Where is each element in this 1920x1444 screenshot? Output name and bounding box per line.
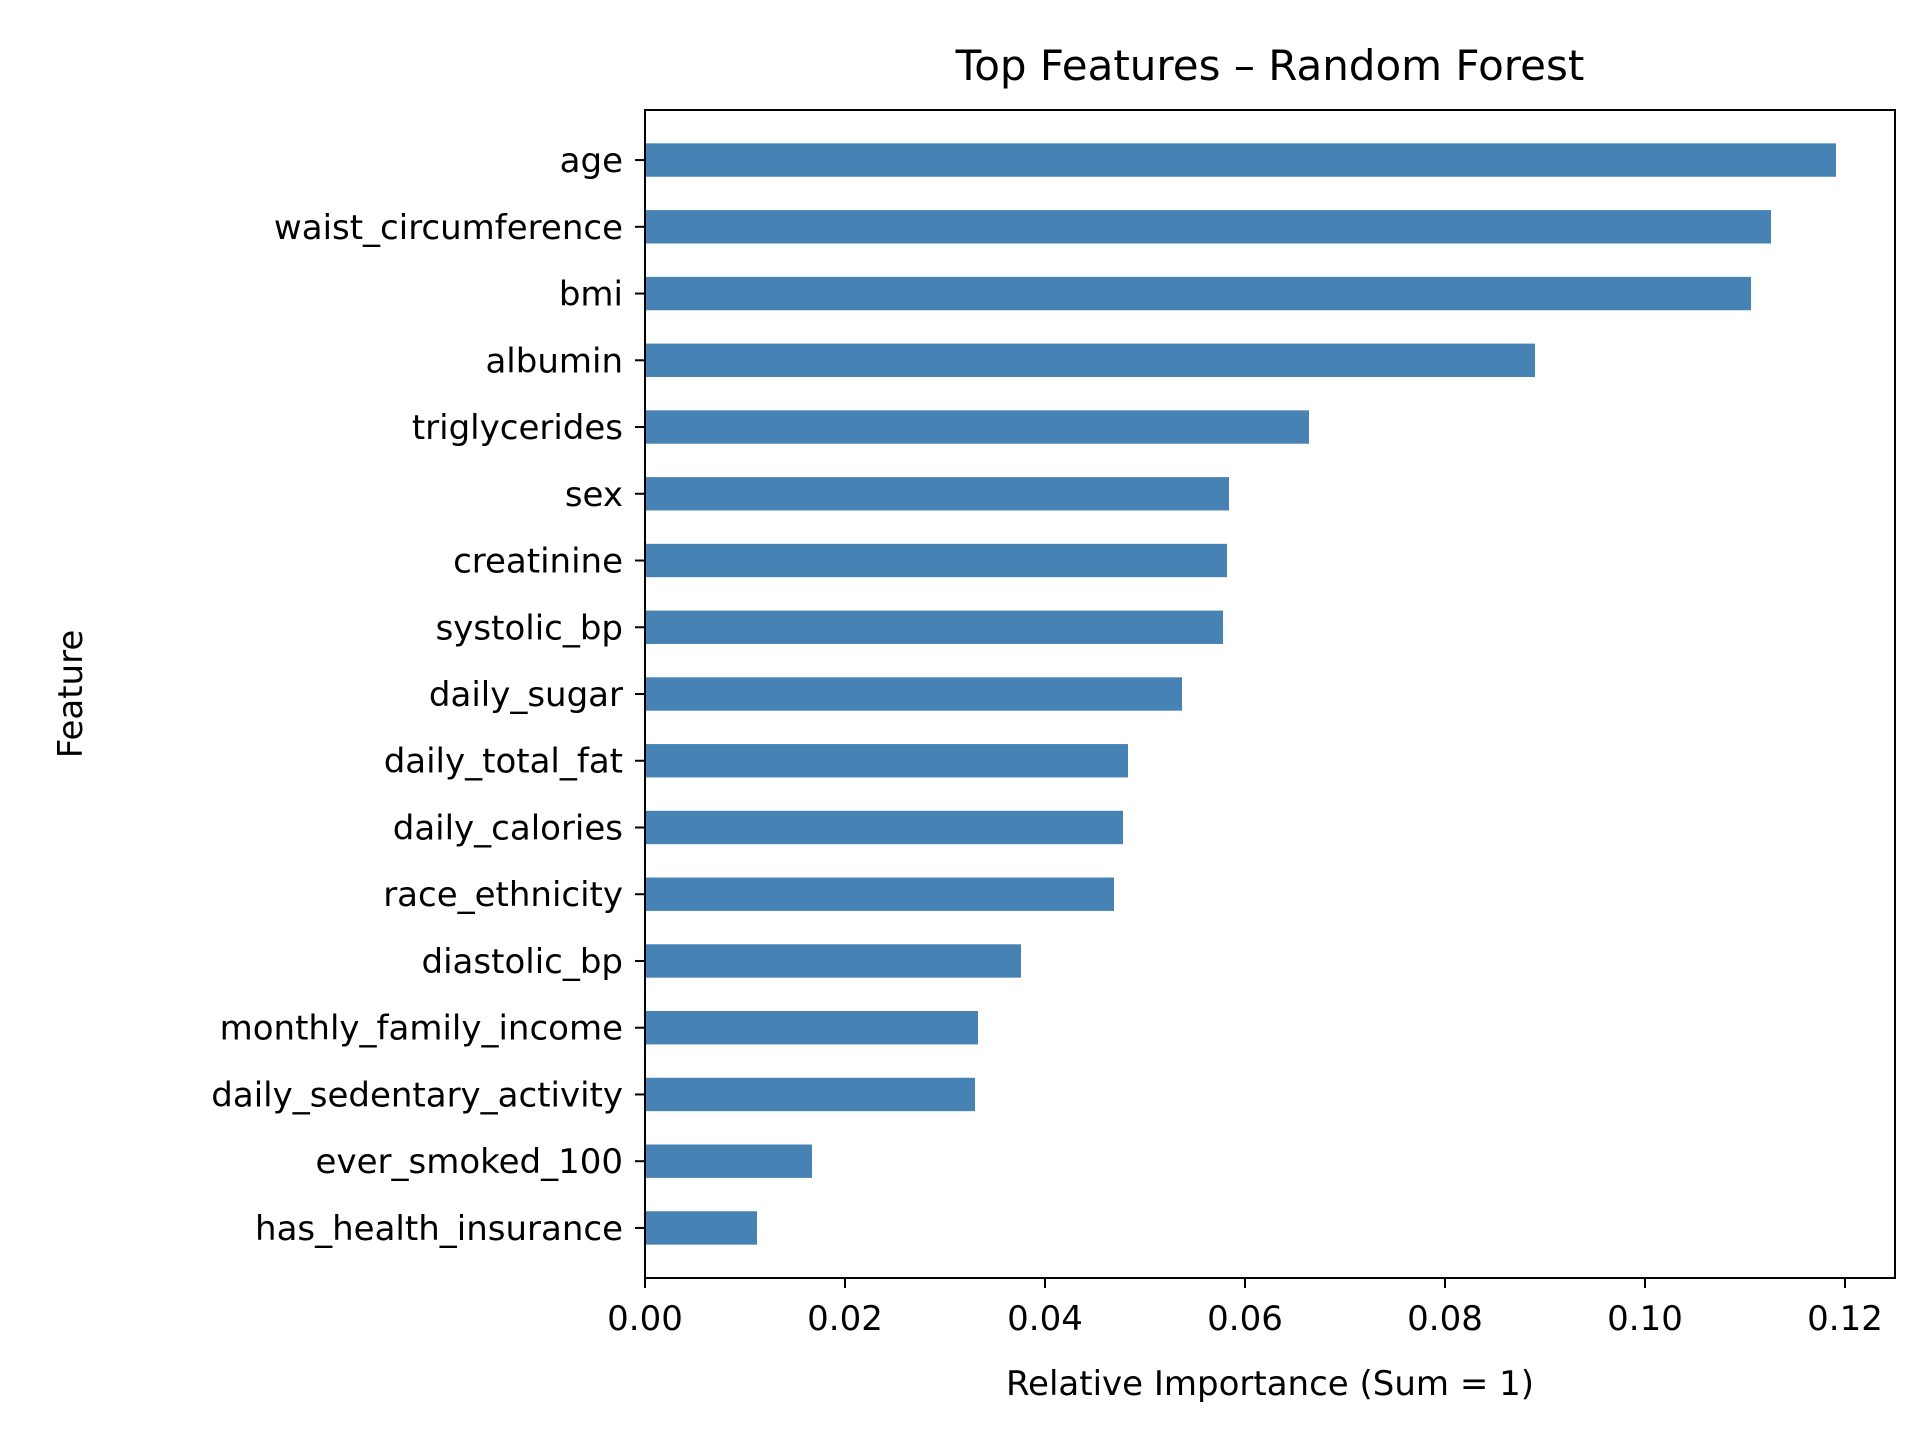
bar-albumin — [645, 343, 1535, 377]
bar-race_ethnicity — [645, 877, 1114, 911]
x-tick-label: 0.00 — [607, 1299, 683, 1339]
bar-sex — [645, 477, 1229, 511]
y-tick-label: creatinine — [453, 542, 623, 582]
bar-monthly_family_income — [645, 1011, 978, 1045]
bars-layer — [645, 143, 1836, 1245]
bar-bmi — [645, 276, 1751, 311]
x-tick-label: 0.04 — [1007, 1299, 1083, 1339]
y-axis-label: Feature — [51, 630, 91, 758]
bar-daily_calories — [645, 810, 1123, 845]
y-tick-label: monthly_family_income — [220, 1009, 623, 1049]
y-tick-label: daily_sedentary_activity — [211, 1075, 623, 1115]
bar-daily_total_fat — [645, 744, 1128, 778]
y-tick-label: has_health_insurance — [255, 1209, 623, 1249]
x-tick-label: 0.12 — [1807, 1299, 1883, 1339]
x-tick-label: 0.06 — [1207, 1299, 1283, 1339]
bar-ever_smoked_100 — [645, 1144, 812, 1178]
x-tick-label: 0.08 — [1407, 1299, 1483, 1339]
bar-systolic_bp — [645, 610, 1223, 644]
x-tick-label: 0.10 — [1607, 1299, 1683, 1339]
y-tick-label: daily_total_fat — [384, 742, 623, 782]
y-tick-label: waist_circumference — [274, 208, 623, 248]
bar-creatinine — [645, 543, 1227, 578]
y-tick-label: triglycerides — [412, 408, 623, 448]
y-tick-label: diastolic_bp — [422, 942, 623, 982]
chart-title: Top Features – Random Forest — [955, 41, 1585, 90]
bar-diastolic_bp — [645, 944, 1021, 978]
y-tick-label: systolic_bp — [436, 608, 623, 648]
y-tick-label: ever_smoked_100 — [316, 1142, 623, 1182]
y-tick-label: race_ethnicity — [383, 875, 623, 915]
y-tick-label: daily_sugar — [429, 675, 623, 715]
bar-triglycerides — [645, 410, 1309, 444]
bar-daily_sedentary_activity — [645, 1077, 975, 1112]
y-tick-label: age — [560, 141, 623, 181]
x-axis-label: Relative Importance (Sum = 1) — [1006, 1364, 1534, 1404]
bar-has_health_insurance — [645, 1211, 757, 1245]
y-tick-label: sex — [565, 475, 623, 515]
y-tick-label: bmi — [559, 275, 623, 315]
y-tick-label: albumin — [485, 341, 623, 381]
bar-age — [645, 143, 1836, 177]
y-tick-label: daily_calories — [393, 808, 623, 848]
bar-waist_circumference — [645, 210, 1771, 244]
bar-daily_sugar — [645, 677, 1182, 711]
x-tick-label: 0.02 — [807, 1299, 883, 1339]
